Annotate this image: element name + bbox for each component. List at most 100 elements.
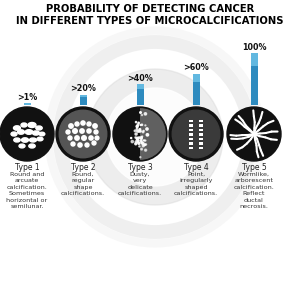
Ellipse shape bbox=[25, 130, 33, 134]
Circle shape bbox=[140, 157, 141, 158]
Circle shape bbox=[140, 131, 141, 132]
Bar bbox=[199, 142, 203, 145]
Circle shape bbox=[106, 88, 204, 186]
Ellipse shape bbox=[21, 123, 27, 127]
Circle shape bbox=[143, 140, 144, 141]
Ellipse shape bbox=[11, 132, 17, 136]
Bar bbox=[189, 138, 193, 140]
Bar bbox=[136, 84, 143, 89]
Text: Type 5: Type 5 bbox=[242, 163, 266, 172]
Circle shape bbox=[68, 136, 72, 140]
Circle shape bbox=[141, 124, 142, 125]
Circle shape bbox=[172, 110, 220, 158]
Circle shape bbox=[131, 140, 134, 143]
Circle shape bbox=[136, 129, 137, 130]
Bar bbox=[199, 124, 203, 127]
Circle shape bbox=[137, 142, 138, 143]
Circle shape bbox=[141, 142, 142, 143]
Circle shape bbox=[169, 107, 223, 161]
Circle shape bbox=[80, 129, 84, 133]
Circle shape bbox=[145, 149, 147, 151]
Circle shape bbox=[138, 123, 139, 124]
Circle shape bbox=[135, 122, 137, 123]
Circle shape bbox=[82, 136, 86, 140]
Circle shape bbox=[142, 142, 144, 145]
Circle shape bbox=[145, 125, 146, 126]
Circle shape bbox=[141, 124, 142, 125]
Ellipse shape bbox=[29, 144, 35, 148]
Circle shape bbox=[66, 130, 70, 134]
Text: Type 1: Type 1 bbox=[15, 163, 39, 172]
Circle shape bbox=[81, 121, 85, 125]
Circle shape bbox=[135, 133, 137, 135]
Bar bbox=[193, 74, 200, 105]
Circle shape bbox=[141, 137, 142, 138]
Circle shape bbox=[137, 140, 139, 142]
Circle shape bbox=[136, 128, 138, 129]
Bar bbox=[80, 94, 86, 97]
Circle shape bbox=[135, 137, 136, 138]
Circle shape bbox=[138, 137, 140, 139]
Circle shape bbox=[227, 107, 281, 161]
Text: Type 3: Type 3 bbox=[128, 163, 152, 172]
Bar bbox=[189, 129, 193, 131]
Ellipse shape bbox=[28, 122, 36, 127]
Circle shape bbox=[134, 130, 136, 132]
Circle shape bbox=[146, 128, 148, 130]
Ellipse shape bbox=[32, 131, 40, 135]
Circle shape bbox=[140, 112, 141, 113]
Text: Round,
regular
shape
calcifications.: Round, regular shape calcifications. bbox=[61, 172, 105, 196]
Circle shape bbox=[0, 107, 54, 161]
Bar bbox=[189, 124, 193, 127]
Text: Round and
arcuate
calcification.
Sometimes
horizontal or
semilunar.: Round and arcuate calcification. Sometim… bbox=[6, 172, 48, 209]
Bar bbox=[199, 138, 203, 140]
Bar bbox=[189, 142, 193, 145]
Text: Type 4: Type 4 bbox=[184, 163, 208, 172]
Circle shape bbox=[139, 131, 140, 132]
Bar bbox=[250, 53, 257, 66]
Circle shape bbox=[141, 148, 142, 150]
Circle shape bbox=[136, 137, 138, 139]
Circle shape bbox=[136, 139, 137, 140]
Circle shape bbox=[141, 138, 142, 139]
Text: >40%: >40% bbox=[127, 74, 153, 83]
Circle shape bbox=[136, 125, 138, 127]
Text: Type 2: Type 2 bbox=[71, 163, 95, 172]
Text: Wormlike,
arborescent
calcification.
Reflect
ductal
necrosis.: Wormlike, arborescent calcification. Ref… bbox=[234, 172, 274, 209]
Circle shape bbox=[139, 146, 140, 147]
Circle shape bbox=[75, 122, 79, 126]
Circle shape bbox=[87, 122, 91, 126]
Circle shape bbox=[144, 113, 147, 115]
Circle shape bbox=[138, 142, 140, 144]
Ellipse shape bbox=[22, 138, 28, 142]
Circle shape bbox=[73, 129, 77, 133]
Circle shape bbox=[75, 136, 79, 140]
Circle shape bbox=[69, 124, 73, 128]
Circle shape bbox=[141, 141, 142, 142]
Circle shape bbox=[137, 124, 139, 125]
Text: Point,
irregularly
shaped
calcifications.: Point, irregularly shaped calcifications… bbox=[174, 172, 218, 196]
Bar bbox=[199, 133, 203, 136]
Bar bbox=[189, 147, 193, 149]
Ellipse shape bbox=[14, 138, 20, 142]
Circle shape bbox=[87, 69, 223, 205]
Circle shape bbox=[89, 136, 93, 140]
Circle shape bbox=[140, 140, 142, 142]
Ellipse shape bbox=[19, 144, 25, 148]
Circle shape bbox=[56, 107, 110, 161]
Text: >1%: >1% bbox=[17, 92, 37, 102]
Circle shape bbox=[142, 131, 144, 133]
Circle shape bbox=[136, 137, 139, 140]
Bar bbox=[250, 53, 257, 105]
Circle shape bbox=[113, 107, 167, 161]
Circle shape bbox=[92, 141, 96, 145]
Bar bbox=[199, 120, 203, 122]
Circle shape bbox=[78, 143, 82, 147]
Circle shape bbox=[71, 142, 75, 146]
Ellipse shape bbox=[39, 132, 45, 136]
Circle shape bbox=[135, 143, 137, 145]
Ellipse shape bbox=[36, 126, 42, 130]
Text: Dusty,
very
delicate
calcifications.: Dusty, very delicate calcifications. bbox=[118, 172, 162, 196]
Bar bbox=[23, 103, 31, 105]
Circle shape bbox=[143, 130, 144, 131]
